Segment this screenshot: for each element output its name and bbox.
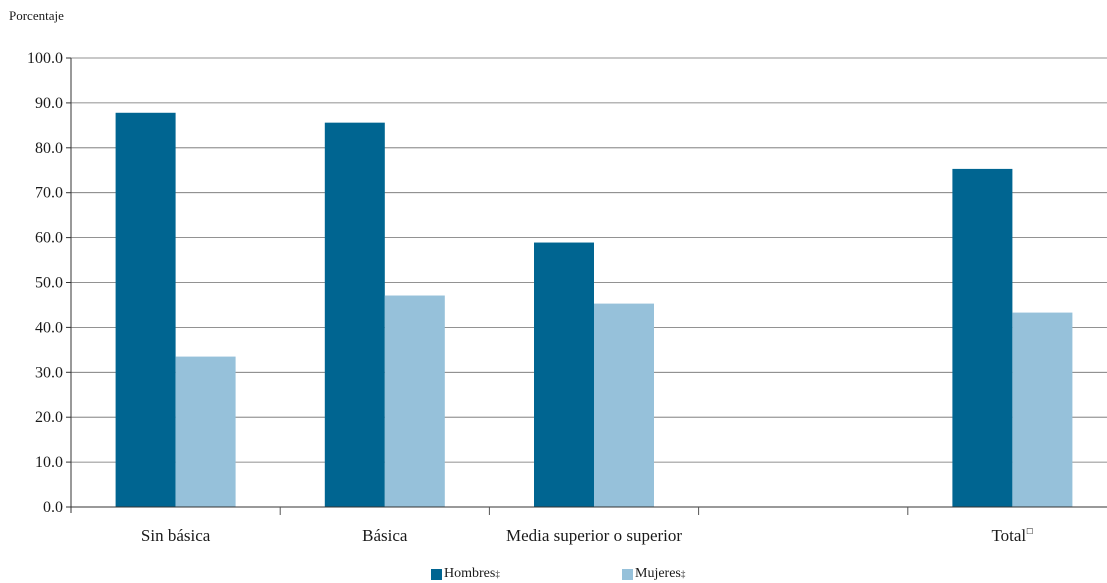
y-tick-label: 40.0 [35,319,63,336]
legend-swatch-hombres [431,568,442,580]
y-tick-label: 90.0 [35,95,63,112]
y-tick-label: 10.0 [35,454,63,471]
bar-hombres-4 [952,168,1013,507]
bar-chart: 0.0 10.0 20.0 30.0 40.0 50.0 60.0 70.0 80.0 90.0 1… [27,50,1107,545]
bar-mujeres-2 [594,303,654,507]
x-tick-label: Total☐ [991,526,1033,545]
x-axis-labels: Sin básica Básica Media superior o superio… [141,526,1033,545]
y-tick-label: 50.0 [35,275,63,292]
y-tick-label: 60.0 [35,230,63,247]
bar-hombres-1 [324,122,385,507]
x-tick-label: Media superior o superior [506,526,682,545]
legend-mark-mujeres: ‡ [680,569,686,579]
x-tick-label: Sin básica [141,526,211,545]
y-tick-label: 20.0 [35,409,63,426]
legend-mark-hombres: ‡ [495,569,500,579]
legend-label-hombres: Hombres [444,566,496,581]
axes [70,58,1107,515]
legend-swatch-mujeres [622,568,633,580]
y-tick-label: 0.0 [43,499,63,516]
legend-label-mujeres: Mujeres [635,566,681,581]
y-tick-label: 80.0 [35,140,63,157]
bar-mujeres-0 [175,356,236,507]
bar-hombres-0 [115,112,176,507]
bar-mujeres-4 [1012,312,1073,507]
bars [115,112,1073,507]
legend-item-hombres: Hombres ‡ [431,566,500,582]
x-tick-label: Básica [362,526,408,545]
x-tick-label-mark: ☐ [1026,527,1033,536]
legend-item-mujeres: Mujeres ‡ [622,566,685,582]
bar-mujeres-1 [384,295,445,507]
y-axis-title: Porcentaje [9,8,64,23]
y-axis-ticks: 0.0 10.0 20.0 30.0 40.0 50.0 60.0 70.0 80.0 90.0 1… [27,50,71,516]
legend: Hombres ‡ Mujeres ‡ [0,566,1107,583]
bar-hombres-2 [534,242,594,507]
y-tick-label: 30.0 [35,364,63,381]
y-tick-label: 70.0 [35,185,63,202]
y-tick-label: 100.0 [27,50,63,67]
